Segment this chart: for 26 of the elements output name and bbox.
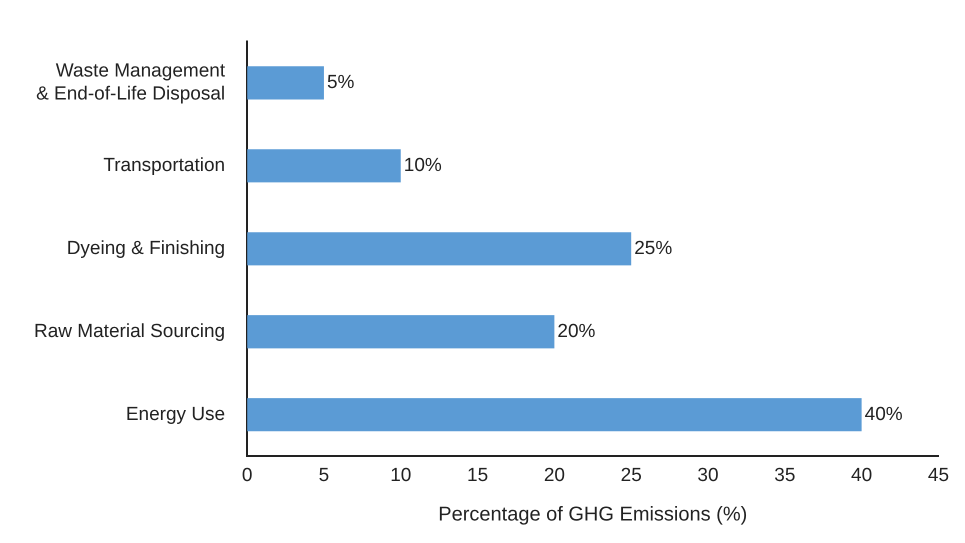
data-label: 10% <box>404 155 442 176</box>
y-tick-label: Transportation <box>103 155 226 176</box>
x-tick-label: 35 <box>774 464 796 486</box>
x-tick-label: 40 <box>851 464 872 486</box>
x-tick-label: 15 <box>466 464 488 486</box>
y-tick-label: Raw Material Sourcing <box>34 320 226 342</box>
data-label: 25% <box>634 238 672 260</box>
x-tick-label: 0 <box>242 464 252 486</box>
x-tick-label: 45 <box>928 464 950 486</box>
y-tick-label: Waste Management & End-of-Life Disposal <box>36 60 226 105</box>
x-tick-label: 5 <box>318 464 330 486</box>
data-label: 40% <box>864 404 903 425</box>
y-tick-label: Energy Use <box>126 404 226 425</box>
data-label: 5% <box>326 72 355 94</box>
x-axis-title: Percentage of GHG Emissions (%) <box>438 504 748 526</box>
x-tick-label: 30 <box>697 464 719 486</box>
data-label: 20% <box>557 320 596 342</box>
bar <box>247 149 401 182</box>
bar <box>247 315 554 348</box>
y-tick-label: Dyeing & Finishing <box>66 238 226 260</box>
x-tick-label: 10 <box>390 464 412 486</box>
x-tick-label: 25 <box>620 464 642 486</box>
x-tick-label: 20 <box>544 464 565 486</box>
bar <box>247 398 862 432</box>
bar <box>247 232 632 266</box>
bar <box>247 66 324 100</box>
